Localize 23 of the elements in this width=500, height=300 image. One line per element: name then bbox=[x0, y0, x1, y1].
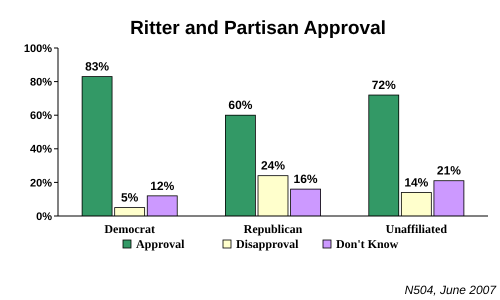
y-tick-label: 100% bbox=[24, 42, 52, 55]
data-label: 5% bbox=[120, 190, 139, 205]
data-label: 72% bbox=[372, 78, 396, 92]
y-tick-label: 60% bbox=[30, 110, 52, 122]
x-tick-label: Democrat bbox=[104, 222, 155, 236]
y-tick-label: 80% bbox=[30, 76, 52, 88]
data-label: 60% bbox=[228, 98, 253, 112]
legend-label: Approval bbox=[136, 237, 186, 251]
data-label: 12% bbox=[150, 178, 175, 193]
data-label: 24% bbox=[260, 158, 286, 173]
data-label: 14% bbox=[404, 175, 429, 190]
y-tick-label: 0% bbox=[36, 210, 52, 223]
data-label: 21% bbox=[436, 164, 462, 178]
legend-label: Don't Know bbox=[336, 237, 399, 251]
x-tick-label: Unaffiliated bbox=[386, 222, 448, 236]
y-tick-label: 20% bbox=[30, 177, 52, 190]
text: N504, June 2007 bbox=[404, 283, 498, 297]
chart-title: Ritter and Partisan Approval bbox=[130, 18, 386, 39]
y-tick-label: 40% bbox=[30, 144, 52, 156]
x-tick-label: Republican bbox=[244, 222, 303, 236]
legend-label: Disapproval bbox=[236, 237, 300, 251]
data-label: 83% bbox=[85, 60, 110, 74]
data-label: 16% bbox=[294, 172, 318, 186]
